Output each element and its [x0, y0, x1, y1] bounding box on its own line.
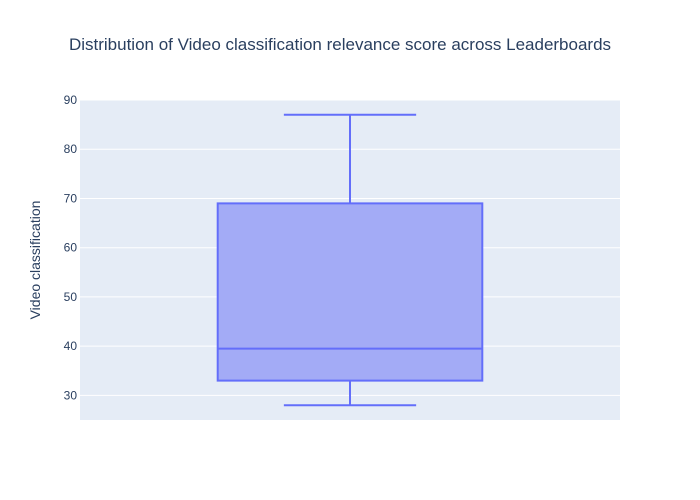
- y-axis-ticks: 30 40 50 60 70 80 90: [64, 93, 78, 402]
- interquartile-box: [216, 202, 484, 382]
- y-tick-label: 30: [64, 388, 78, 402]
- y-tick-label: 70: [64, 191, 78, 205]
- y-tick-label: 80: [64, 142, 78, 156]
- y-tick-label: 90: [64, 93, 78, 107]
- y-axis-label: Video classification: [27, 201, 43, 320]
- box-series: [216, 113, 484, 407]
- y-tick-label: 50: [64, 290, 78, 304]
- y-tick-label: 40: [64, 339, 78, 353]
- chart-title: Distribution of Video classification rel…: [69, 35, 611, 54]
- y-tick-label: 60: [64, 241, 78, 255]
